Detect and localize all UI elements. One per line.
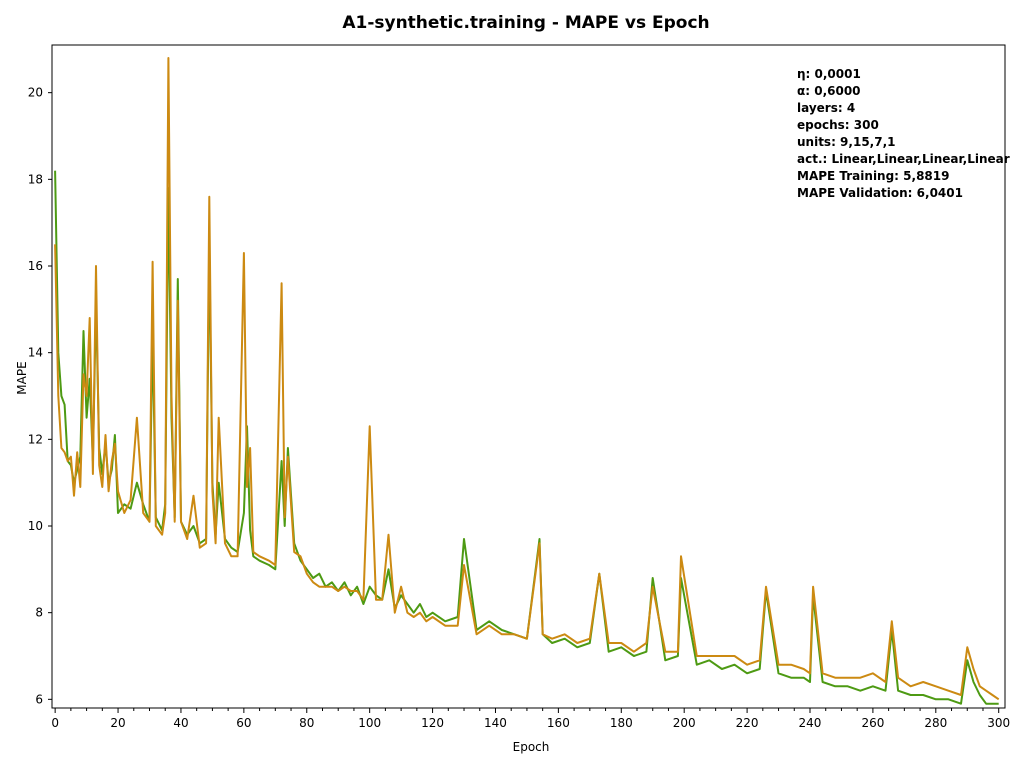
x-tick-label: 220 — [736, 716, 759, 730]
y-tick-label: 12 — [28, 432, 43, 446]
annotation-line: α: 0,6000 — [797, 84, 861, 98]
annotation-line: η: 0,0001 — [797, 67, 861, 81]
x-tick-label: 60 — [236, 716, 251, 730]
y-tick-label: 20 — [28, 86, 43, 100]
annotation-line: MAPE Training: 5,8819 — [797, 169, 949, 183]
y-tick-label: 18 — [28, 172, 43, 186]
plot-frame — [51, 44, 1006, 709]
y-tick-label: 10 — [28, 519, 43, 533]
y-axis-label: MAPE — [15, 361, 29, 394]
annotation-line: units: 9,15,7,1 — [797, 135, 895, 149]
chart-title: A1-synthetic.training - MAPE vs Epoch — [342, 13, 709, 33]
x-tick-label: 260 — [861, 716, 884, 730]
x-tick-label: 20 — [110, 716, 125, 730]
hyperparameter-annotations: η: 0,0001 α: 0,6000 layers: 4 epochs: 300 un… — [797, 67, 1010, 200]
x-axis-label: Epoch — [513, 740, 550, 754]
annotation-line: layers: 4 — [797, 101, 855, 115]
y-tick-label: 8 — [35, 606, 43, 620]
x-axis: 0 20 40 60 80 100 120 140 160 180 200 220 240 260 280 3… — [51, 708, 1010, 730]
x-tick-label: 100 — [358, 716, 381, 730]
y-tick-label: 14 — [28, 346, 43, 360]
x-tick-label: 300 — [987, 716, 1010, 730]
series-layer — [54, 57, 1000, 705]
annotation-line: act.: Linear,Linear,Linear,Linear — [797, 152, 1010, 166]
y-tick-label: 16 — [28, 259, 43, 273]
x-tick-label: 200 — [673, 716, 696, 730]
validation-mape-line — [54, 57, 1000, 701]
x-tick-label: 280 — [924, 716, 947, 730]
x-tick-label: 80 — [299, 716, 314, 730]
x-tick-label: 240 — [799, 716, 822, 730]
y-axis: 6 8 10 12 14 16 18 20 — [28, 86, 52, 706]
annotation-line: epochs: 300 — [797, 118, 879, 132]
x-tick-label: 140 — [484, 716, 507, 730]
x-tick-label: 180 — [610, 716, 633, 730]
y-tick-label: 6 — [35, 692, 43, 706]
x-tick-label: 0 — [51, 716, 59, 730]
training-mape-line — [54, 170, 999, 705]
x-tick-label: 40 — [173, 716, 188, 730]
x-tick-label: 120 — [421, 716, 444, 730]
annotation-line: MAPE Validation: 6,0401 — [797, 186, 963, 200]
x-tick-label: 160 — [547, 716, 570, 730]
